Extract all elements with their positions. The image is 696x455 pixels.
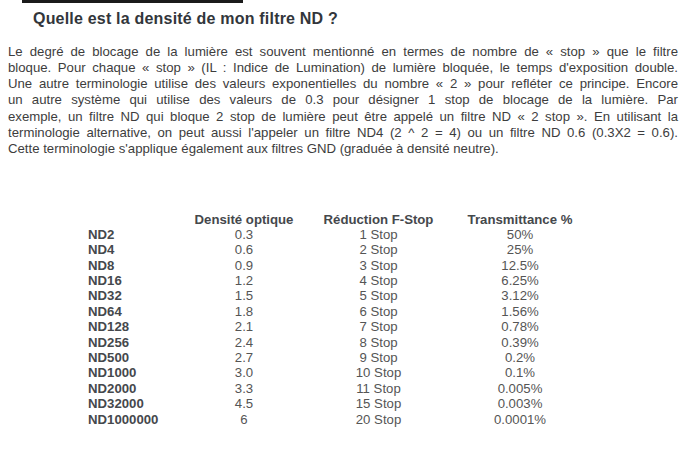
cell-fstop: 3 Stop <box>296 258 461 273</box>
cell-transmittance: 6.25% <box>461 273 579 288</box>
cell-nd: ND16 <box>88 273 192 288</box>
nd-filter-table: Densité optique Réduction F-Stop Transmi… <box>88 212 579 427</box>
cell-fstop: 1 Stop <box>296 227 461 242</box>
cell-fstop: 20 Stop <box>296 412 461 427</box>
paragraph-line: exemple, un filtre ND qui bloque 2 stop … <box>8 109 678 125</box>
cell-nd: ND32000 <box>88 396 192 411</box>
table-header-row: Densité optique Réduction F-Stop Transmi… <box>88 212 579 227</box>
cropped-top-bar <box>22 0 243 3</box>
paragraph-line: un autre système qui utilise des valeurs… <box>8 92 678 108</box>
table-row: ND161.24 Stop6.25% <box>88 273 579 288</box>
table-row: ND10003.010 Stop0.1% <box>88 365 579 380</box>
cell-nd: ND1000 <box>88 365 192 380</box>
cell-density: 2.7 <box>192 350 296 365</box>
cell-transmittance: 0.78% <box>461 319 579 334</box>
cell-density: 1.5 <box>192 288 296 303</box>
cell-nd: ND128 <box>88 319 192 334</box>
cell-fstop: 10 Stop <box>296 365 461 380</box>
paragraph-line: Le degré de blocage de la lumière est so… <box>8 44 678 60</box>
table-header-nd <box>88 212 192 227</box>
cell-transmittance: 0.005% <box>461 381 579 396</box>
table-row: ND5002.79 Stop0.2% <box>88 350 579 365</box>
cell-nd: ND4 <box>88 242 192 257</box>
table-row: ND20.31 Stop50% <box>88 227 579 242</box>
cell-transmittance: 3.12% <box>461 288 579 303</box>
cell-fstop: 6 Stop <box>296 304 461 319</box>
cell-fstop: 4 Stop <box>296 273 461 288</box>
paragraph-line: terminologie alternative, on peut aussi … <box>8 125 678 141</box>
cell-density: 2.1 <box>192 319 296 334</box>
cell-transmittance: 0.0001% <box>461 412 579 427</box>
cell-transmittance: 1.56% <box>461 304 579 319</box>
cell-density: 0.9 <box>192 258 296 273</box>
table-header-fstop: Réduction F-Stop <box>296 212 461 227</box>
cell-density: 0.3 <box>192 227 296 242</box>
table-row: ND320004.515 Stop0.003% <box>88 396 579 411</box>
table-row: ND641.86 Stop1.56% <box>88 304 579 319</box>
cell-transmittance: 50% <box>461 227 579 242</box>
cell-fstop: 11 Stop <box>296 381 461 396</box>
cell-transmittance: 0.003% <box>461 396 579 411</box>
cell-density: 3.0 <box>192 365 296 380</box>
intro-paragraph: Le degré de blocage de la lumière est so… <box>8 44 678 158</box>
cell-fstop: 9 Stop <box>296 350 461 365</box>
cell-fstop: 8 Stop <box>296 335 461 350</box>
cell-transmittance: 0.1% <box>461 365 579 380</box>
cell-nd: ND500 <box>88 350 192 365</box>
table-row: ND80.93 Stop12.5% <box>88 258 579 273</box>
cell-density: 1.2 <box>192 273 296 288</box>
page-title: Quelle est la densité de mon filtre ND ? <box>33 10 338 28</box>
table-row: ND321.55 Stop3.12% <box>88 288 579 303</box>
cell-density: 0.6 <box>192 242 296 257</box>
cell-nd: ND256 <box>88 335 192 350</box>
cell-density: 3.3 <box>192 381 296 396</box>
table-row: ND1282.17 Stop0.78% <box>88 319 579 334</box>
cell-nd: ND2000 <box>88 381 192 396</box>
cell-transmittance: 25% <box>461 242 579 257</box>
paragraph-line: Une autre terminologie utilise des valeu… <box>8 76 678 92</box>
cell-transmittance: 0.39% <box>461 335 579 350</box>
cell-nd: ND1000000 <box>88 412 192 427</box>
table-row: ND40.62 Stop25% <box>88 242 579 257</box>
cell-density: 4.5 <box>192 396 296 411</box>
cell-nd: ND32 <box>88 288 192 303</box>
cell-nd: ND2 <box>88 227 192 242</box>
cell-fstop: 15 Stop <box>296 396 461 411</box>
cell-transmittance: 0.2% <box>461 350 579 365</box>
cell-nd: ND8 <box>88 258 192 273</box>
nd-table-body: ND20.31 Stop50%ND40.62 Stop25%ND80.93 St… <box>88 227 579 427</box>
cell-nd: ND64 <box>88 304 192 319</box>
cell-density: 1.8 <box>192 304 296 319</box>
paragraph-line: Cette terminologie s'applique également … <box>8 141 678 157</box>
table-header-transmittance: Transmittance % <box>461 212 579 227</box>
cell-density: 2.4 <box>192 335 296 350</box>
cell-transmittance: 12.5% <box>461 258 579 273</box>
cell-density: 6 <box>192 412 296 427</box>
table-header-density: Densité optique <box>192 212 296 227</box>
paragraph-line: bloque. Pour chaque « stop » (IL : Indic… <box>8 60 678 76</box>
cell-fstop: 2 Stop <box>296 242 461 257</box>
table-row: ND2562.48 Stop0.39% <box>88 335 579 350</box>
cell-fstop: 5 Stop <box>296 288 461 303</box>
cell-fstop: 7 Stop <box>296 319 461 334</box>
table-row: ND20003.311 Stop0.005% <box>88 381 579 396</box>
table-row: ND1000000620 Stop0.0001% <box>88 412 579 427</box>
